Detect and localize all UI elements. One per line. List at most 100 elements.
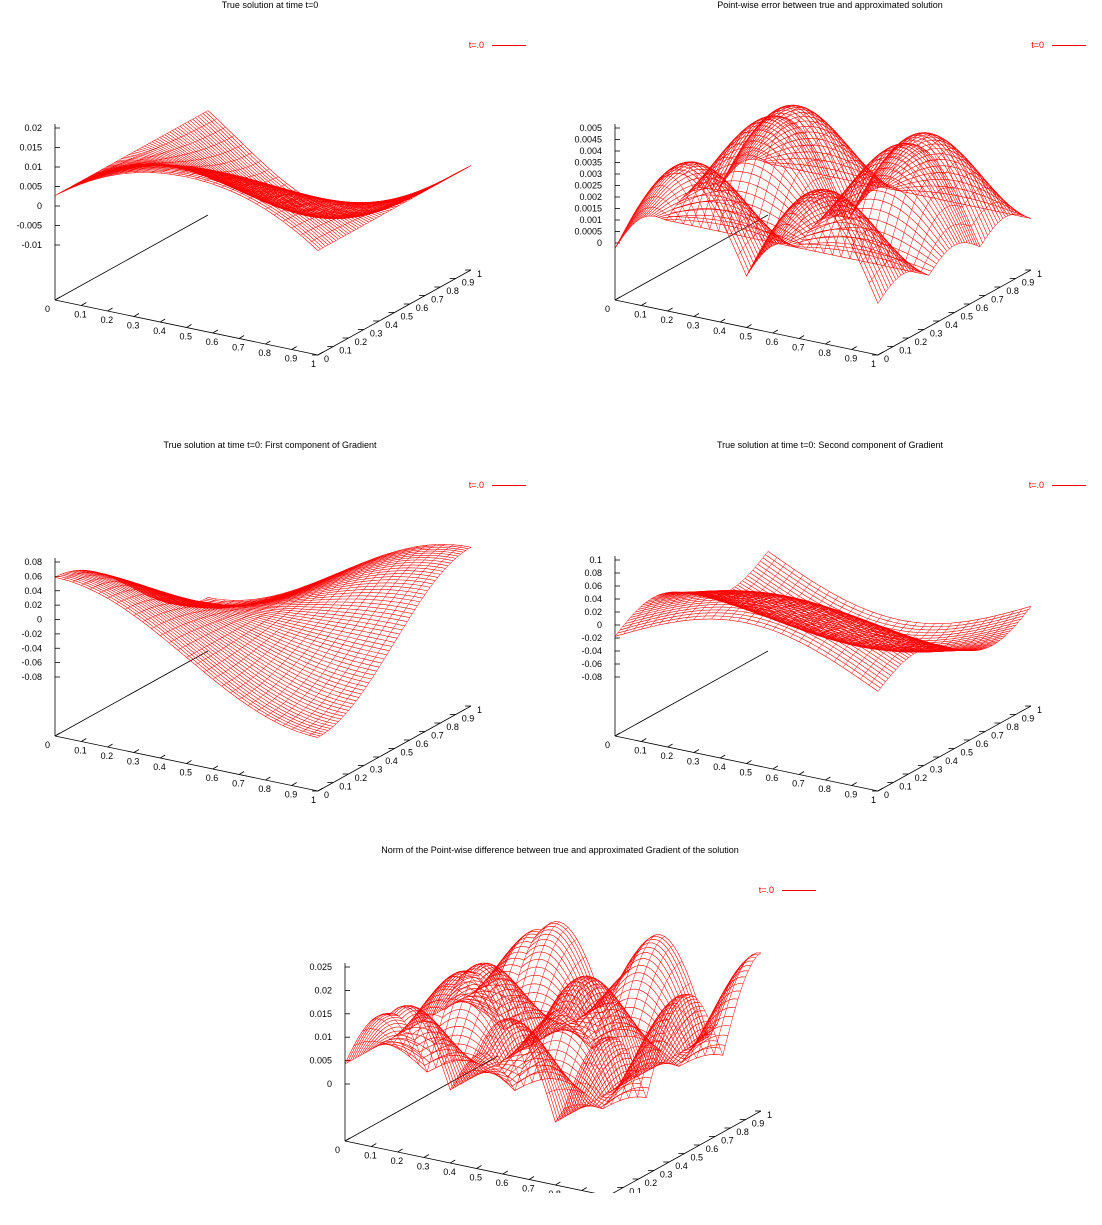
surface-mesh-line [755,597,909,649]
surface-mesh-line [57,170,321,250]
x-tick-label: 0.7 [232,779,245,789]
x-tick-label: 0.3 [127,757,140,767]
x-tick-label: 1 [871,795,876,805]
x-tick-label: 0.6 [206,337,219,347]
surface-mesh-line [487,933,751,1044]
z-tick-label: 0.02 [584,607,602,617]
surface-mesh-line [317,547,472,738]
x-tick-label: 0.4 [153,762,166,772]
surface-mesh-line [749,125,1014,215]
surface-mesh-line [711,131,865,242]
x-tick-label: 0.6 [766,773,779,783]
chart-panel-gradient-norm-difference: Norm of the Point-wise difference betwee… [290,845,830,1225]
x-tick-mark [186,760,192,764]
z-tick-label: -0.06 [21,658,42,668]
x-tick-mark [107,307,113,312]
y-tick-label: 0.7 [721,1136,734,1146]
y-tick-label: 1 [1037,269,1042,279]
y-tick-label: 0.4 [675,1161,688,1171]
y-tick-label: 0.2 [645,1178,658,1188]
surface-mesh-line [212,561,366,680]
y-tick-label: 0.2 [915,337,928,347]
surface-mesh-line [72,574,226,608]
x-tick-mark [423,1154,430,1158]
surface-plot: 0.0250.020.0150.010.005000.10.20.30.40.5… [309,921,772,1193]
y-tick-label: 0.9 [1022,714,1035,724]
x-tick-label: 0 [605,740,610,750]
surface-mesh-line [632,563,786,632]
surface-mesh-line [649,118,804,229]
surface-mesh-line [168,579,323,644]
x-tick-label: 0 [45,304,50,314]
z-tick-label: -0.01 [21,240,42,250]
y-tick-label: 0.2 [355,773,368,783]
surface-mesh-line [63,118,217,192]
x-tick-label: 0.3 [417,1162,430,1172]
z-tick-label: 0.0025 [574,181,602,191]
x-tick-mark [265,340,271,345]
x-tick-mark [81,738,87,742]
y-tick-label: 1 [767,1110,772,1120]
z-tick-label: 0.015 [309,1009,332,1019]
surface-mesh-line [397,922,551,1069]
x-tick-mark [54,732,61,737]
surface-mesh-line [739,582,1003,650]
z-tick-label: 0.06 [584,581,602,591]
surface-mesh-line [291,544,445,730]
surface-mesh-line [300,174,454,236]
legend-line [782,889,816,891]
surface-mesh-line [599,954,753,1098]
x-tick-label: 0.5 [180,332,193,342]
x-tick-label: 0.8 [258,784,271,794]
x-tick-label: 0.9 [285,354,298,364]
surface-mesh-line [230,183,384,216]
surface-mesh-line [607,952,762,1099]
surface-mesh-line [212,177,366,219]
x-tick-label: 0.4 [153,326,166,336]
y-tick-label: 0.7 [431,295,444,305]
surface-mesh-line [676,590,830,623]
surface-mesh-line [528,960,683,1083]
y-tick-label: 0.4 [385,756,398,766]
surface-mesh-line [67,166,331,244]
surface-plot: 0.020.0150.010.0050-0.005-0.0100.10.20.3… [16,110,482,369]
chart-legend: t=0 [1031,40,1086,50]
z-tick-label: -0.08 [581,672,602,682]
z-tick-label: 0.01 [314,1032,332,1042]
x-tick-label: 0.1 [364,1151,377,1161]
surface-mesh-line [693,590,848,631]
x-tick-mark [581,1187,587,1191]
z-tick-label: 0.002 [579,192,602,202]
legend-line [492,484,526,486]
surface-mesh-line [195,172,349,219]
surface-mesh-line [728,592,883,643]
surface-mesh-line [877,214,1032,304]
chart-legend: t=.0 [469,40,526,50]
surface-mesh-line [868,201,1023,284]
surface-mesh-line [781,605,935,652]
y-axis-back-line [54,650,209,737]
surface-mesh-line [265,546,419,717]
surface-mesh-line [203,174,358,219]
y-tick-label: 0.7 [431,731,444,741]
z-tick-label: 0.04 [584,594,602,604]
surface-mesh-line [693,111,848,238]
surface-mesh-line [658,111,813,231]
chart-title: True solution at time t=0: First compone… [163,440,377,450]
x-tick-mark [719,754,726,759]
x-tick-label: 0.5 [740,332,753,342]
y-tick-label: 0.5 [401,748,414,758]
surface-mesh-line [406,921,560,1065]
surface-mesh-line [790,138,944,258]
y-tick-label: 0.1 [899,346,912,356]
surface-mesh-line [72,165,337,241]
surface-mesh-line [581,979,735,1102]
surface-mesh-line [834,617,988,662]
z-tick-label: 0.01 [24,162,42,172]
y-tick-label: 1 [1037,705,1042,715]
x-tick-label: 0.8 [818,348,831,358]
y-tick-label: 1 [477,269,482,279]
surface-mesh-line [642,593,907,660]
x-tick-mark [746,760,752,764]
